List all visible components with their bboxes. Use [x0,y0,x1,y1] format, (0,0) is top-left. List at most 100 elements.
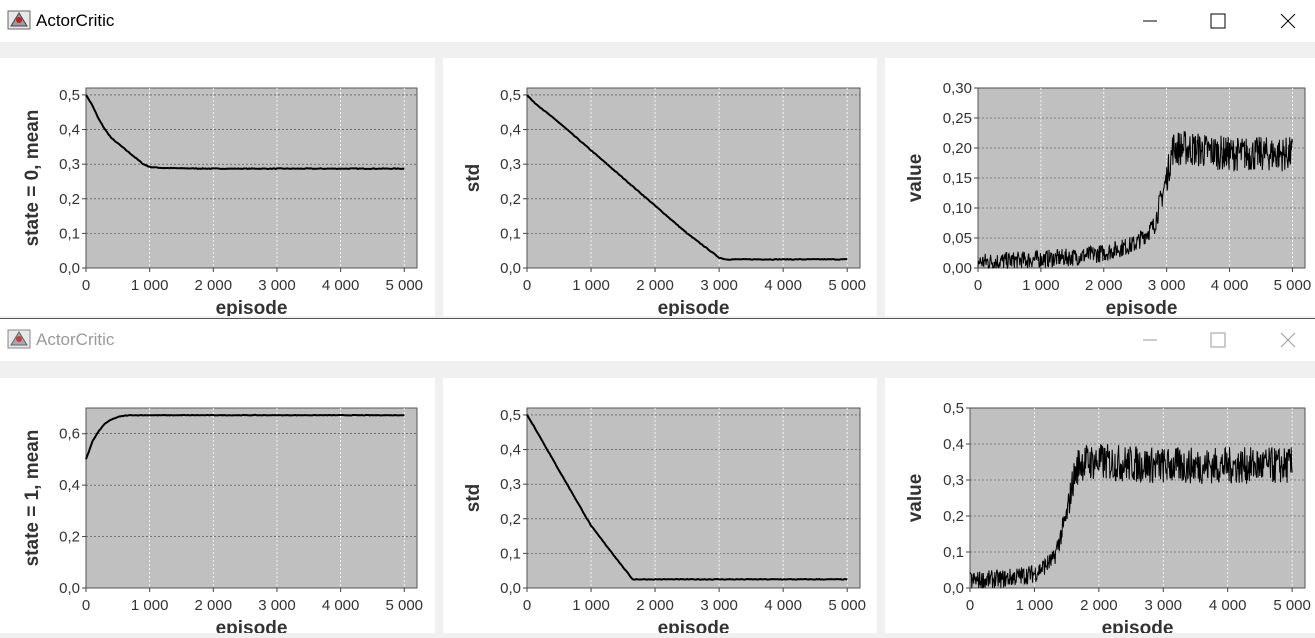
x-tick-label: 3 000 [258,597,296,614]
line-chart[interactable]: 0,0 0,1 0,2 0,3 0,4 0,5 0 1 000 2 000 3 000 4 000 5… [443,378,877,638]
window-title: ActorCritic [36,330,115,349]
y-tick-label: 0,20 [943,140,972,157]
series-line [969,444,1293,589]
y-tick-label: 0,05 [943,230,972,247]
x-tick-label: 3 000 [700,277,738,294]
y-axis-label: std [463,164,484,193]
close-icon [1280,13,1296,29]
x-tick-label: 0 [966,597,974,614]
x-tick-label: 0 [523,277,531,294]
line-chart[interactable]: 0,00 0,05 0,10 0,15 0,20 0,25 0,30 0 1 000 2 000 3… [885,58,1315,319]
y-tick-label: 0,2 [59,191,80,208]
minimize-icon [1143,20,1157,22]
x-tick-label: 3 000 [1148,277,1186,294]
x-axis-label: episode [658,298,730,316]
x-tick-label: 5 000 [385,597,423,614]
chart-panel: 0,0 0,1 0,2 0,3 0,4 0,5 0 1 000 2 000 3 000 4 000 5… [0,58,435,319]
chart-panel: 0,0 0,1 0,2 0,3 0,4 0,5 0 1 000 2 000 3 000 4 000 5… [443,58,877,319]
x-tick-label: 5 000 [828,597,866,614]
minimize-button[interactable] [1127,0,1173,42]
x-tick-label: 5 000 [1273,597,1311,614]
y-tick-label: 0,5 [500,407,521,424]
x-tick-label: 5 000 [828,277,866,294]
line-chart[interactable]: 0,00,20,40,60 1 000 2 000 3 000 4 000 5 000ep… [0,378,435,638]
x-tick-label: 5 000 [385,277,423,294]
close-button[interactable] [1265,0,1311,42]
y-tick-label: 0,00 [943,260,972,277]
chart-panel: 0,0 0,2 0,4 0,6 0 1 000 2 000 3 000 4 000 5 000 ep… [0,378,435,638]
actorcritic-window-1: ActorCritic 0,0 0,1 0,2 0,3 0,4 0,5 0 1 000 2 00… [0,0,1315,319]
y-tick-label: 0,0 [59,580,80,597]
minimize-button[interactable] [1127,319,1173,361]
y-axis-label: state = 0, mean [22,110,43,247]
y-tick-label: 0,4 [59,122,80,139]
y-tick-label: 0,1 [59,225,80,242]
y-tick-label: 0,2 [59,529,80,546]
series-line [526,414,848,581]
x-tick-label: 4 000 [764,597,802,614]
x-tick-label: 2 000 [1085,277,1123,294]
line-chart[interactable]: 0,0 0,1 0,2 0,3 0,4 0,5 0 1 000 2 000 3 000 4 000 5… [443,58,877,319]
x-tick-label: 2 000 [636,277,674,294]
chart-panel: 0,0 0,1 0,2 0,3 0,4 0,5 0 1 000 2 000 3 000 4 000 5… [885,378,1315,638]
window-title: ActorCritic [36,11,115,30]
x-tick-label: 3 000 [700,597,738,614]
x-tick-label: 3 000 [258,277,296,294]
chart-panel: 0,00 0,05 0,10 0,15 0,20 0,25 0,30 0 1 000 2 000 3… [885,58,1315,319]
x-tick-label: 3 000 [1144,597,1182,614]
y-tick-label: 0,4 [500,122,521,139]
y-tick-label: 0,1 [943,544,964,561]
x-tick-label: 4 000 [764,277,802,294]
x-tick-label: 4 000 [1209,597,1247,614]
y-tick-label: 0,0 [500,260,521,277]
x-tick-label: 2 000 [1080,597,1118,614]
x-tick-label: 0 [82,597,90,614]
x-tick-label: 1 000 [572,277,610,294]
x-tick-label: 5 000 [1274,277,1312,294]
y-tick-label: 0,1 [500,225,521,242]
title-bar[interactable]: ActorCritic [0,0,1315,42]
java-app-icon [7,10,31,30]
plot-area [85,407,418,589]
y-tick-label: 0,1 [500,545,521,562]
x-tick-label: 0 [974,277,982,294]
x-tick-label: 0 [523,597,531,614]
y-tick-label: 0,3 [943,472,964,489]
y-tick-label: 0,5 [500,87,521,104]
x-tick-label: 2 000 [195,597,233,614]
x-tick-label: 1 000 [1022,277,1060,294]
y-tick-label: 0,5 [943,400,964,417]
y-tick-label: 0,4 [943,436,964,453]
series-line [85,413,405,460]
actorcritic-window-2: ActorCritic 0,0 0,2 0,4 0,6 0 1 000 2 000 3 000… [0,318,1315,638]
close-button[interactable] [1265,319,1311,361]
line-chart[interactable]: 0,0 0,1 0,2 0,3 0,4 0,5 0 1 000 2 000 3 000 4 000 5… [885,378,1315,638]
java-app-icon [7,329,31,349]
x-tick-label: 4 000 [1211,277,1249,294]
y-tick-label: 0,10 [943,200,972,217]
series-line [85,94,405,171]
maximize-button[interactable] [1195,319,1241,361]
maximize-icon [1210,332,1226,348]
y-tick-label: 0,5 [59,87,80,104]
x-tick-label: 1 000 [572,597,610,614]
x-tick-label: 2 000 [195,277,233,294]
x-tick-label: 0 [82,277,90,294]
x-tick-label: 1 000 [1016,597,1054,614]
y-tick-label: 0,2 [500,511,521,528]
x-axis-label: episode [1106,298,1178,316]
line-chart[interactable]: 0,0 0,1 0,2 0,3 0,4 0,5 0 1 000 2 000 3 000 4 000 5… [0,58,435,319]
maximize-button[interactable] [1195,0,1241,42]
close-icon [1280,332,1296,348]
x-tick-label: 1 000 [131,277,169,294]
y-axis-label: state = 1, mean [22,430,43,567]
y-tick-label: 0,0 [943,580,964,597]
x-axis-label: episode [216,298,288,316]
plot-area [526,407,861,589]
y-axis-label: value [905,154,926,203]
y-tick-label: 0,6 [59,426,80,443]
y-tick-label: 0,30 [943,80,972,97]
title-bar[interactable]: ActorCritic [0,319,1315,361]
y-tick-label: 0,3 [59,156,80,173]
x-tick-label: 1 000 [131,597,169,614]
